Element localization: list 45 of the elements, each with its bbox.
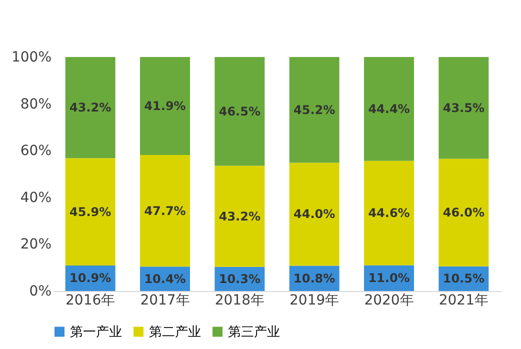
y-tick-label: 60% xyxy=(20,143,52,160)
x-tick-label: 2016年 xyxy=(66,292,116,308)
data-label: 44.0% xyxy=(294,207,336,222)
bar xyxy=(289,162,340,266)
y-tick-label: 40% xyxy=(20,190,52,206)
legend-label: 第二产业 xyxy=(149,324,201,340)
data-label: 44.4% xyxy=(368,102,410,116)
x-tick-label: 2018年 xyxy=(214,292,264,308)
data-label: 45.9% xyxy=(70,204,112,219)
bar xyxy=(364,57,414,161)
data-label: 10.4% xyxy=(144,272,186,286)
bar xyxy=(438,57,489,159)
x-tick-label: 2020年 xyxy=(364,292,414,308)
bar xyxy=(214,166,265,267)
data-label: 45.2% xyxy=(294,102,336,117)
y-tick-label: 20% xyxy=(20,236,52,253)
data-label: 10.8% xyxy=(294,271,336,286)
data-label: 10.3% xyxy=(218,272,260,286)
legend-label: 第三产业 xyxy=(228,324,280,340)
y-tick-label: 80% xyxy=(20,96,52,112)
bar xyxy=(214,57,265,166)
bar xyxy=(140,57,190,156)
x-tick-label: 2019年 xyxy=(290,292,340,308)
x-tick-label: 2017年 xyxy=(140,292,190,308)
bar xyxy=(65,57,116,158)
bar xyxy=(438,158,489,266)
data-label: 11.0% xyxy=(368,271,410,286)
data-label: 10.9% xyxy=(70,271,112,286)
y-tick-label: 0% xyxy=(29,284,52,300)
data-label: 43.5% xyxy=(442,100,484,115)
data-label: 10.5% xyxy=(442,272,484,286)
legend-label: 第一产业 xyxy=(70,324,122,340)
bar xyxy=(65,158,116,266)
data-label: 43.2% xyxy=(218,209,260,224)
x-tick-label: 2021年 xyxy=(438,292,488,308)
data-label: 44.6% xyxy=(368,206,410,220)
y-tick-label: 100% xyxy=(11,50,52,66)
bar xyxy=(140,155,190,267)
data-label: 47.7% xyxy=(144,204,186,218)
data-label: 43.2% xyxy=(70,100,112,115)
data-label: 46.0% xyxy=(442,206,484,220)
bar xyxy=(289,57,340,163)
data-label: 41.9% xyxy=(144,99,186,114)
bar xyxy=(364,160,414,266)
data-label: 46.5% xyxy=(218,104,260,118)
